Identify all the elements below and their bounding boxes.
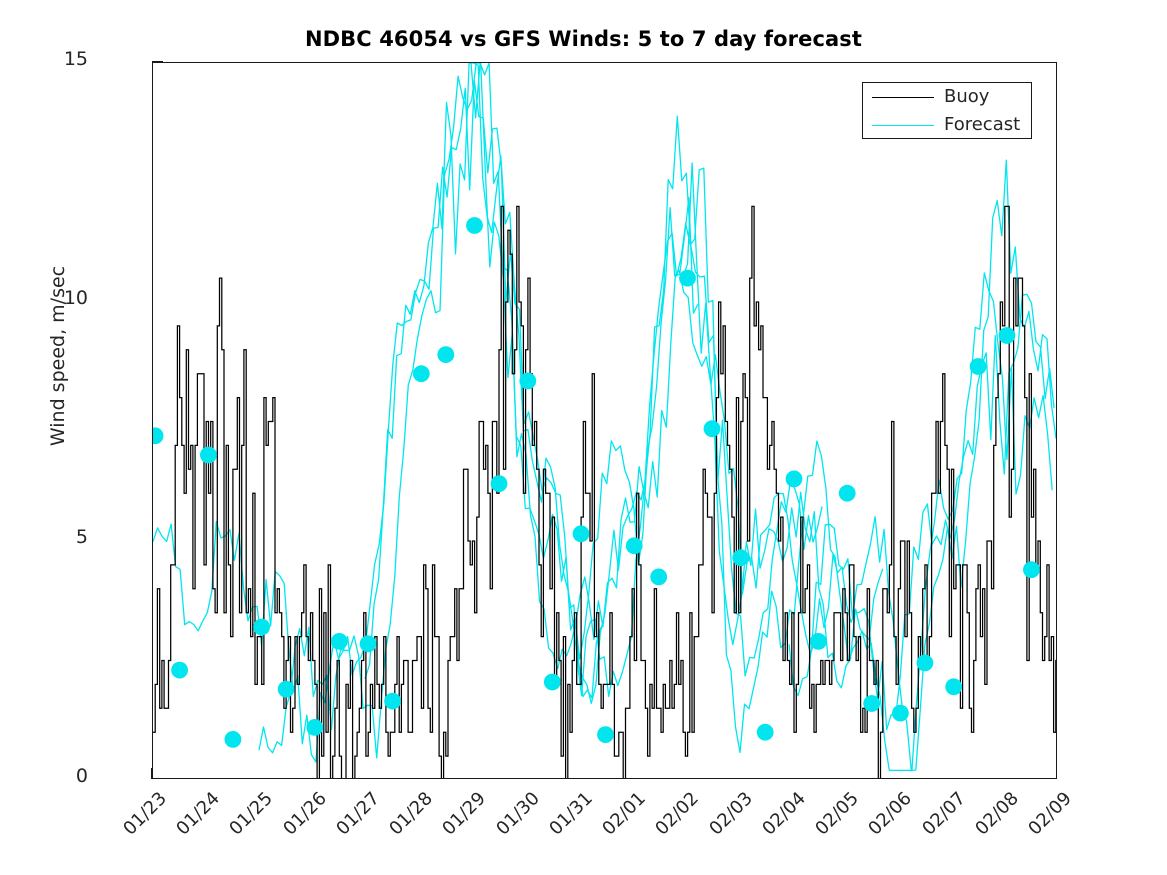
x-tick-label: 02/08 (971, 788, 1023, 840)
x-tick-label: 01/26 (279, 788, 331, 840)
forecast-marker-point (732, 549, 750, 567)
forecast-marker-point (810, 633, 827, 650)
page-title: NDBC 46054 vs GFS Winds: 5 to 7 day fore… (304, 27, 863, 51)
forecast-marker-point (466, 217, 483, 234)
legend-item-buoy: Buoy (863, 83, 1031, 111)
forecast-marker-point (863, 695, 881, 712)
y-tick-mark (152, 61, 163, 62)
forecast-marker-point (412, 365, 430, 383)
x-tick-mark (151, 768, 152, 779)
x-tick-label: 01/29 (438, 788, 491, 840)
forecast-marker-point (916, 654, 934, 672)
forecast-marker-point (153, 427, 164, 445)
forecast-marker-point (384, 692, 401, 710)
forecast-marker-point (543, 673, 561, 691)
forecast-marker-points (153, 217, 1040, 748)
forecast-line (153, 79, 602, 763)
forecast-marker-point (945, 678, 963, 696)
forecast-marker-point (1023, 561, 1040, 579)
x-tick-label: 02/04 (758, 788, 810, 840)
x-tick-label: 01/23 (119, 788, 171, 840)
forecast-marker-point (224, 731, 242, 748)
forecast-marker-point (572, 525, 590, 543)
forecast-line (576, 167, 1053, 772)
forecast-marker-point (756, 723, 774, 741)
plot-area (152, 62, 1057, 779)
forecast-marker-point (359, 635, 377, 653)
forecast-marker-point (650, 568, 668, 586)
x-tick-label: 01/27 (332, 788, 384, 840)
forecast-marker-point (597, 726, 614, 743)
forecast-line (364, 63, 823, 705)
forecast-marker-point (998, 327, 1016, 344)
forecast-marker-point (703, 420, 721, 438)
forecast-marker-point (171, 661, 188, 679)
x-tick-label: 01/30 (491, 788, 544, 840)
forecast-line (470, 63, 884, 660)
forecast-marker-point (838, 484, 856, 502)
forecast-marker-point (330, 633, 348, 650)
forecast-line (788, 159, 1056, 772)
x-tick-label: 01/28 (385, 788, 438, 840)
y-tick-label: 0 (75, 765, 88, 787)
x-tick-label: 02/05 (811, 788, 863, 840)
x-tick-label: 01/24 (172, 788, 225, 840)
forecast-line (258, 63, 699, 759)
forecast-marker-point (277, 680, 295, 698)
buoy-line (153, 205, 1056, 778)
forecast-marker-point (306, 719, 324, 736)
legend-label-buoy: Buoy (944, 86, 990, 107)
legend: Buoy Forecast (862, 82, 1032, 139)
x-tick-label: 02/03 (704, 788, 757, 840)
forecast-marker-point (785, 470, 803, 488)
forecast-marker-point (625, 537, 643, 555)
plot-svg (153, 63, 1056, 778)
forecast-marker-point (679, 269, 696, 287)
legend-swatch-forecast-icon (872, 124, 934, 126)
legend-item-forecast: Forecast (863, 111, 1031, 139)
x-tick-label: 02/06 (864, 788, 917, 840)
x-tick-label: 02/09 (1024, 788, 1076, 840)
x-tick-label: 01/25 (225, 788, 278, 840)
forecast-marker-point (969, 358, 987, 375)
legend-label-forecast: Forecast (944, 114, 1021, 135)
y-tick-label: 5 (75, 526, 88, 548)
x-tick-label: 02/01 (598, 788, 650, 840)
forecast-marker-point (253, 618, 270, 636)
y-tick-label: 15 (63, 48, 88, 70)
x-tick-label: 01/31 (545, 788, 597, 840)
forecast-marker-point (519, 372, 537, 390)
x-tick-label: 02/02 (651, 788, 704, 840)
y-axis-label: Wind speed, m/sec (47, 265, 69, 447)
buoy-series (153, 205, 1056, 778)
forecast-marker-point (200, 446, 217, 464)
forecast-marker-point (437, 346, 455, 363)
forecast-marker-point (490, 475, 508, 492)
x-tick-label: 02/07 (917, 788, 970, 840)
legend-swatch-buoy-icon (872, 96, 934, 98)
y-tick-label: 10 (63, 287, 88, 309)
forecast-marker-point (892, 704, 909, 722)
